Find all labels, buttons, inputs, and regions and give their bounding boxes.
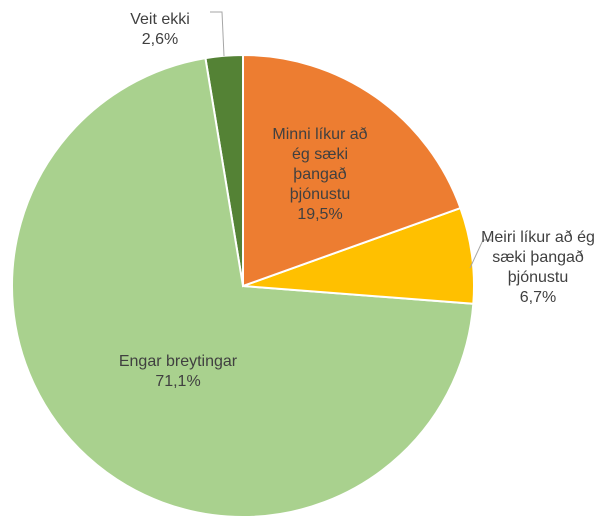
leader-line: [210, 11, 225, 57]
leader-line: [469, 239, 493, 269]
pie-slice: [242, 53, 462, 288]
value-label: 71,1%: [155, 373, 201, 390]
category-label: Veit ekki: [130, 11, 190, 28]
value-label: 6,7%: [519, 289, 557, 306]
slice-label: Meiri líkur að ég sæki þangað þjónustu 6,…: [479, 228, 597, 308]
pie-slice: [11, 56, 475, 518]
category-label: Meiri líkur að ég sæki þangað þjónustu: [481, 229, 595, 286]
value-label: 19,5%: [297, 206, 343, 223]
slice-label: Minni líkur að ég sæki þangað þjónustu 19…: [265, 125, 375, 225]
value-label: 2,6%: [141, 31, 179, 48]
category-label: Minni líkur að ég sæki þangað þjónustu: [272, 126, 368, 203]
category-label: Engar breytingar: [118, 353, 238, 370]
slice-label: Veit ekki 2,6%: [115, 10, 205, 50]
slice-label: Engar breytingar 71,1%: [93, 352, 263, 392]
